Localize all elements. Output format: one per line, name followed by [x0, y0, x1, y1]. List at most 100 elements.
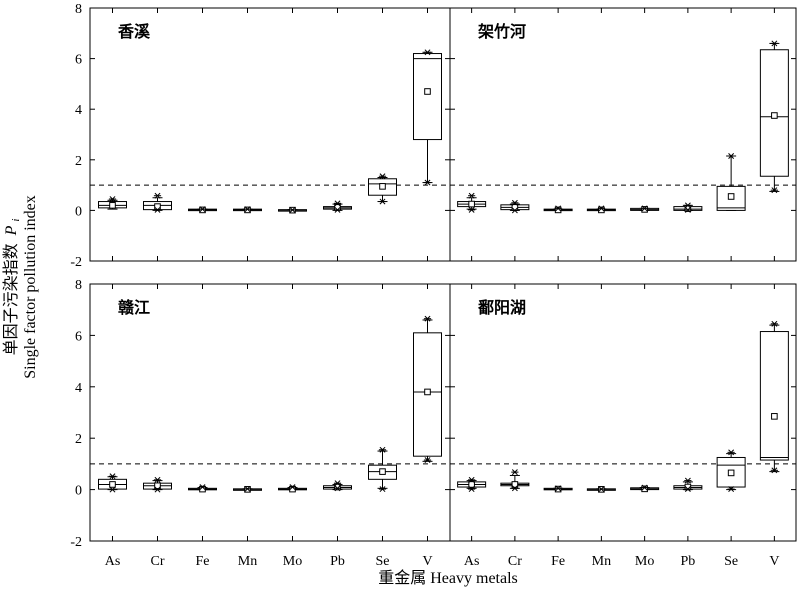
outlier-star	[511, 199, 519, 206]
outlier-star	[153, 206, 162, 213]
box-mean-marker	[379, 183, 386, 190]
x-tick-label-fe: Fe	[196, 554, 210, 569]
box-fe	[543, 485, 573, 493]
outlier-star-d2	[684, 202, 691, 209]
box-se	[716, 153, 746, 211]
outlier-star-d2	[379, 486, 386, 493]
outlier-star-d2	[379, 198, 386, 205]
x-tick-label-v: V	[769, 554, 779, 569]
outlier-star	[288, 206, 297, 213]
panel-title: 架竹河	[477, 22, 526, 41]
box-v	[759, 40, 789, 194]
panel-bottom-left: -2 0 2 4 6 8 As Cr Fe Mn Mo Pb Se V 赣江	[70, 278, 451, 569]
outlier-star-d2	[684, 486, 691, 493]
panel-top-right: 架竹河	[449, 7, 797, 262]
box-mn	[586, 205, 616, 214]
outlier-star-d2	[199, 484, 206, 490]
outlier-star-d2	[424, 315, 431, 322]
outlier-star	[198, 206, 207, 213]
outlier-star	[684, 486, 692, 493]
outlier-star	[108, 486, 117, 493]
outlier-star	[641, 205, 649, 212]
outlier-star-d2	[424, 49, 431, 56]
outlier-star	[511, 485, 519, 492]
outlier-star	[153, 486, 162, 493]
box-mean-marker	[199, 485, 206, 493]
box-mo	[278, 206, 307, 214]
box-v	[413, 49, 442, 186]
outlier-star-d2	[771, 187, 778, 194]
box-fe	[188, 484, 217, 493]
outlier-star	[108, 473, 117, 480]
box-mean-marker	[379, 468, 386, 475]
box-mo	[278, 484, 307, 493]
box-mean-marker	[199, 206, 206, 214]
box-mean-marker	[771, 112, 778, 119]
outlier-star-d2	[641, 205, 648, 212]
box-se	[368, 173, 397, 205]
outlier-star	[468, 486, 476, 493]
panels: -2 0 2 4 6 8 香溪 架竹河 -2 0 2 4 6 8 As Cr Fe Mn Mo Pb Se V 赣江 As Cr…	[70, 2, 797, 569]
outlier-star-d2	[334, 480, 341, 487]
outlier-star-d2	[511, 485, 518, 492]
outlier-star-d2	[109, 196, 116, 202]
outlier-star	[468, 476, 476, 483]
box-mean-marker	[684, 483, 692, 491]
x-tick-label-cr: Cr	[508, 554, 522, 569]
box-pb	[673, 477, 703, 493]
outlier-star	[423, 49, 432, 56]
panel-title: 赣江	[118, 298, 150, 317]
y-tick-label: 2	[75, 154, 82, 169]
box-fe	[188, 206, 217, 214]
outlier-star	[727, 153, 735, 159]
outlier-star	[684, 202, 692, 209]
outlier-star-d2	[468, 192, 475, 199]
outlier-star-d2	[244, 206, 251, 213]
box-as	[98, 196, 127, 210]
box-mean-marker	[424, 388, 431, 396]
outlier-star-d2	[684, 477, 691, 484]
outlier-star	[468, 206, 476, 213]
box-mean-marker	[334, 483, 341, 491]
y-tick-label: 0	[75, 204, 82, 219]
y-axis-symbol-subscript: i	[10, 219, 22, 222]
outlier-star	[153, 192, 162, 199]
outlier-star-d2	[684, 206, 691, 213]
box-mn	[586, 486, 616, 493]
x-axis-title: 重金属 Heavy metals	[378, 569, 518, 587]
outlier-star	[423, 315, 432, 322]
outlier-star	[684, 477, 692, 484]
outlier-star	[378, 173, 387, 180]
outlier-star-d2	[154, 206, 161, 213]
box-as	[98, 473, 127, 493]
y-axis-symbol: P	[3, 225, 20, 236]
panel-top-left: -2 0 2 4 6 8 香溪	[70, 2, 451, 270]
outlier-star-d2	[728, 153, 735, 159]
outlier-star	[333, 206, 342, 213]
outlier-star	[108, 196, 117, 202]
outlier-star-d2	[244, 485, 251, 492]
x-tick-label-mo: Mo	[635, 554, 654, 569]
outlier-star	[333, 480, 342, 487]
outlier-star	[511, 207, 519, 214]
box-mean-marker	[727, 193, 735, 200]
box-mn	[233, 485, 262, 493]
panel-title: 鄱阳湖	[477, 298, 526, 317]
outlier-star	[378, 198, 387, 205]
outlier-star	[333, 485, 342, 492]
outlier-star-d2	[109, 486, 116, 493]
x-tick-label-mn: Mn	[592, 554, 611, 569]
box-mean-marker	[598, 206, 605, 214]
box-iqr	[413, 53, 442, 141]
panel-bottom-right-frame	[449, 283, 797, 542]
box-mean-marker	[154, 482, 161, 490]
box-mean-marker	[109, 202, 116, 209]
outlier-star	[153, 476, 162, 483]
outlier-star	[554, 205, 562, 212]
box-se	[368, 446, 397, 493]
x-tick-label-mn: Mn	[238, 554, 257, 569]
outlier-star	[198, 484, 207, 490]
box-pb	[323, 200, 352, 213]
box-fe	[543, 205, 573, 214]
